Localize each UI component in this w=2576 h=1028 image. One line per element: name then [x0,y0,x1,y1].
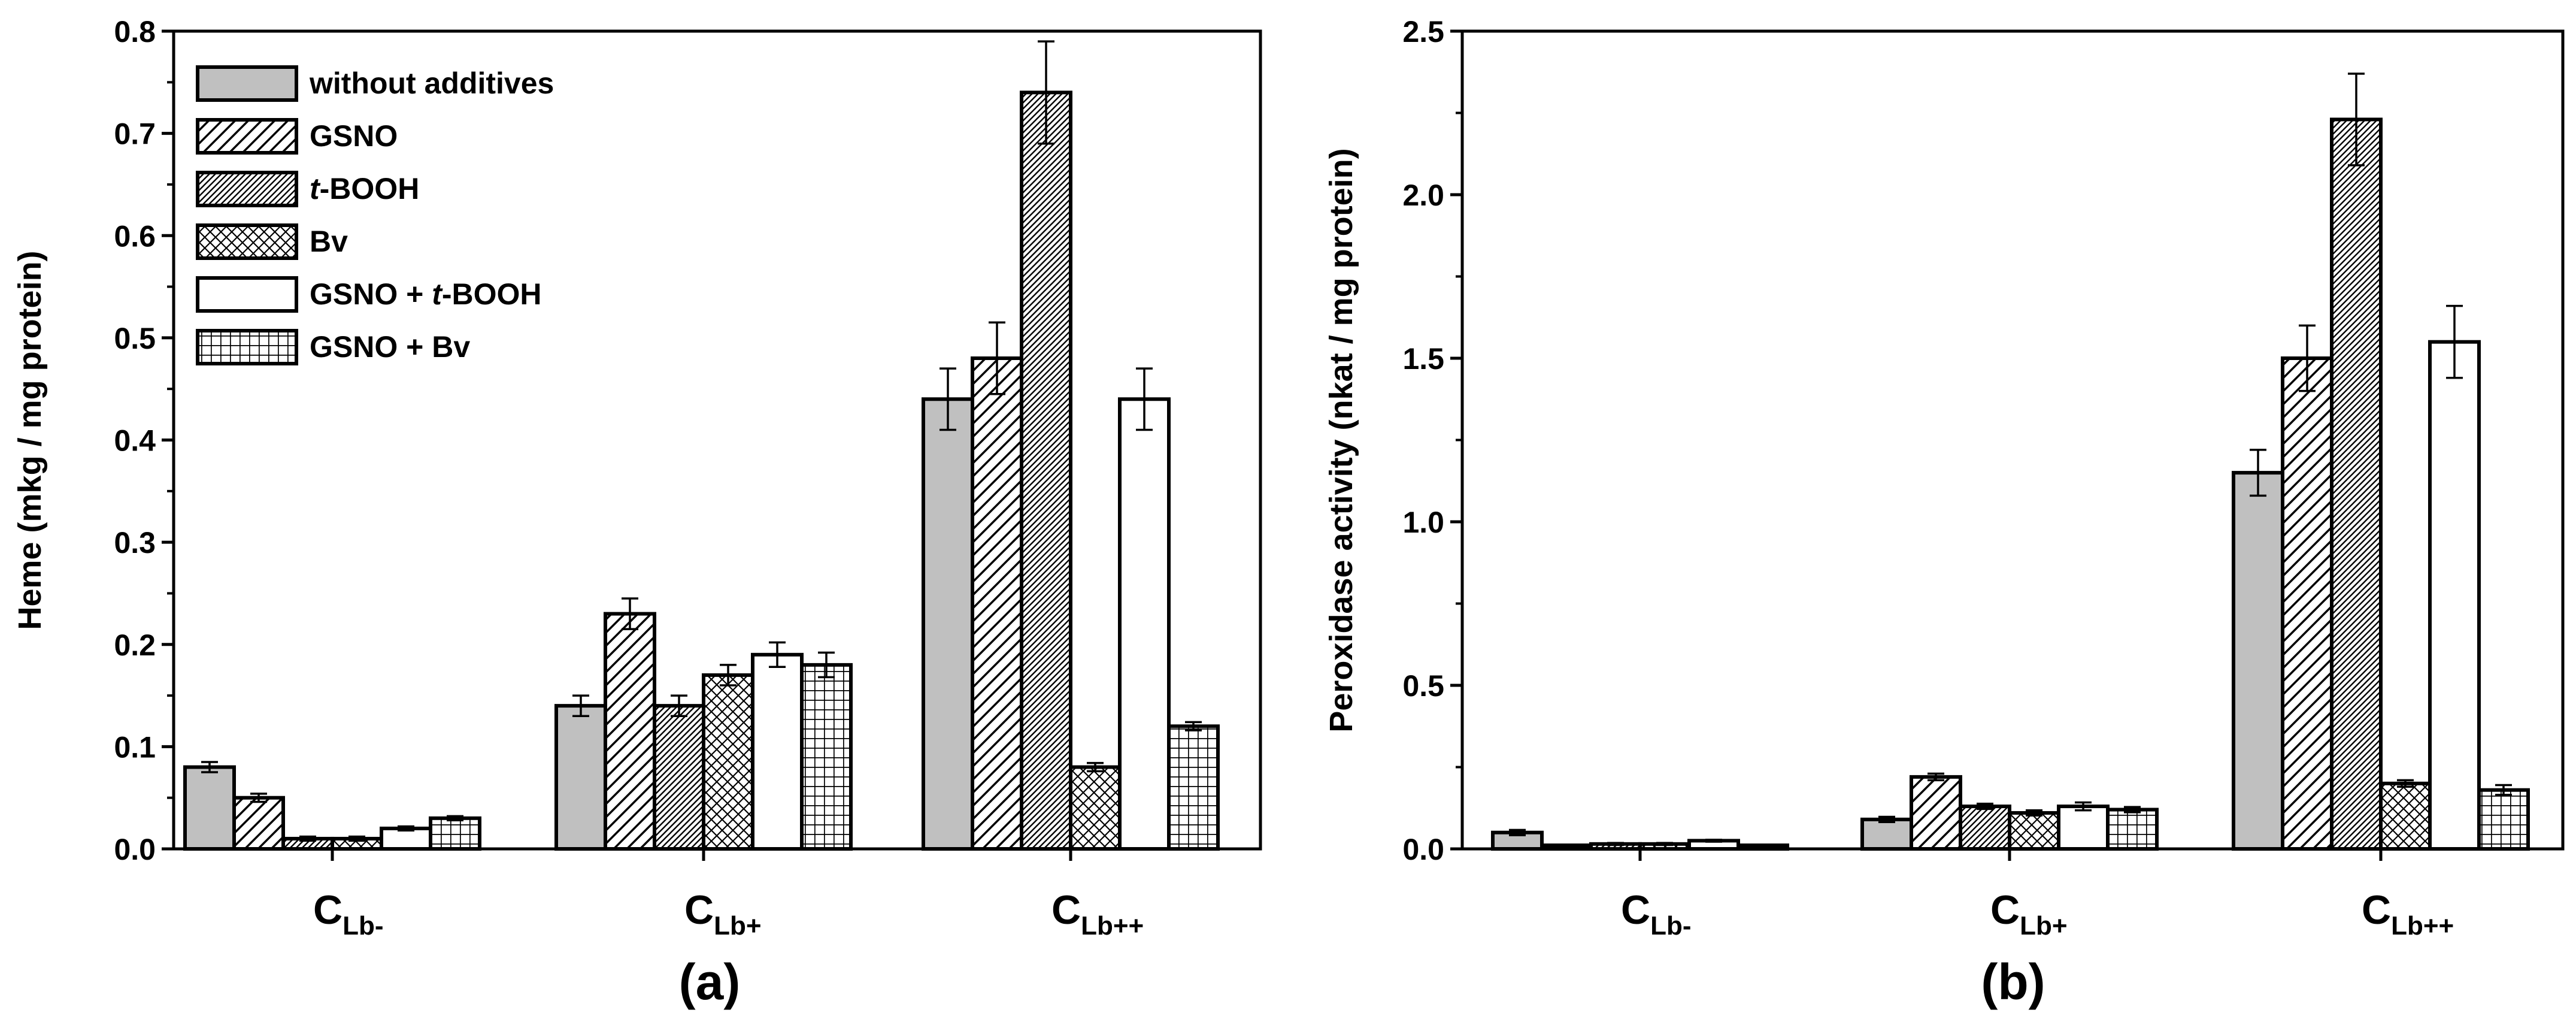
bar-bv-2 [702,673,754,851]
legend-item-gsno-t-booh: GSNO + t-BOOH [196,276,542,313]
panel-label-b: (b) [1981,954,2045,1010]
bar-t-booh-3 [2330,117,2383,851]
bars-b [1491,72,2530,851]
bar-gsno-t-booh-1 [380,826,432,851]
legend-swatch-white [196,276,298,313]
bars-a [183,40,1220,851]
category-labels-a: CLb- CLb+ CLb++ [313,849,1144,941]
legend-item-gsno-bv: GSNO + Bv [196,329,470,365]
bar-gsno-1 [232,796,285,851]
panel-a: 0.0 0.1 0.2 0.3 0.4 0.5 0.6 0.7 0.8 CLb- CLb+ CLb+… [12,15,1262,1010]
bar-gsno-bv-2 [800,663,853,851]
legend-item-gsno: GSNO [196,118,398,155]
panel-label-a: (a) [679,954,741,1010]
y-axis-label-a: Heme (mkg / mg protein) [12,250,48,630]
y-tick-label: 1.5 [1402,342,1444,376]
legend-swatch-grid [196,329,298,365]
bar-without-additives-3 [2232,471,2284,851]
y-tick-label: 1.0 [1402,506,1444,539]
bar-gsno-3 [2281,356,2333,851]
category-label: CLb++ [2362,887,2454,941]
legend: without additives GSNO t-BOOH Bv GSNO + … [196,65,554,365]
legend-swatch-diag-sparse [196,118,298,155]
panel-b: 0.0 0.5 1.0 1.5 2.0 2.5 CLb- CLb+ CLb++ Peroxid… [1323,15,2565,1010]
bar-gsno-t-booh-2 [751,652,804,851]
legend-label: GSNO + Bv [310,330,470,364]
category-label: CLb- [1621,887,1692,941]
category-label: CLb++ [1051,887,1144,941]
bar-without-additives-3 [922,397,974,851]
bar-bv-3 [2379,781,2432,851]
legend-swatch-crosshatch [196,223,298,260]
bar-gsno-bv-1 [429,816,481,851]
bar-gsno-3 [971,356,1023,851]
y-tick-label: 0.6 [114,219,156,253]
bar-gsno-2 [1910,775,1962,851]
bar-gsno-bv-3 [1167,724,1220,851]
bar-gsno-bv-3 [2477,788,2530,851]
legend-swatch-diag-dense [196,171,298,207]
bar-gsno-2 [604,612,656,851]
y-tick-label: 0.1 [114,730,156,764]
legend-label: without additives [309,66,554,100]
legend-label: GSNO [310,119,398,153]
category-labels-b: CLb- CLb+ CLb++ [1621,849,2454,941]
category-label: CLb+ [684,887,762,941]
y-tick-label: 0.0 [114,833,156,866]
y-axis-ticks-b: 0.0 0.5 1.0 1.5 2.0 2.5 [1402,15,1462,866]
legend-item-without-additives: without additives [196,65,554,102]
legend-label: GSNO + t-BOOH [310,277,542,311]
y-tick-label: 0.0 [1402,833,1444,866]
bar-bv-2 [2008,811,2060,851]
bar-t-booh-3 [1020,90,1072,851]
bar-gsno-t-booh-3 [1118,397,1171,851]
y-tick-label: 2.0 [1402,179,1444,212]
y-tick-label: 0.5 [1402,669,1444,703]
bar-gsno-bv-2 [2106,808,2159,851]
y-tick-label: 0.7 [114,117,156,151]
legend-label: Bv [310,225,348,258]
bar-bv-3 [1069,765,1122,851]
bar-gsno-t-booh-3 [2428,340,2481,851]
y-tick-label: 0.8 [114,15,156,49]
plot-frame-b [1460,29,2565,851]
legend-swatch-gray [196,65,298,102]
bar-t-booh-2 [1959,805,2011,851]
y-axis-label-b: Peroxidase activity (nkat / mg protein) [1323,148,1359,732]
category-label: CLb- [313,887,384,941]
category-label: CLb+ [1990,887,2068,941]
y-tick-label: 0.3 [114,526,156,560]
y-tick-label: 0.2 [114,628,156,662]
bar-without-additives-2 [1860,817,1913,851]
bar-without-additives-1 [183,765,236,851]
legend-item-bv: Bv [196,223,348,260]
legend-item-t-booh: t-BOOH [196,171,419,207]
y-axis-ticks-a: 0.0 0.1 0.2 0.3 0.4 0.5 0.6 0.7 0.8 [114,15,174,866]
bar-without-additives-2 [554,704,607,851]
y-tick-label: 0.5 [114,322,156,355]
y-tick-label: 2.5 [1402,15,1444,49]
legend-label: t-BOOH [310,172,419,205]
bar-t-booh-2 [653,704,705,851]
bar-gsno-t-booh-2 [2057,805,2110,851]
y-tick-label: 0.4 [114,424,156,458]
